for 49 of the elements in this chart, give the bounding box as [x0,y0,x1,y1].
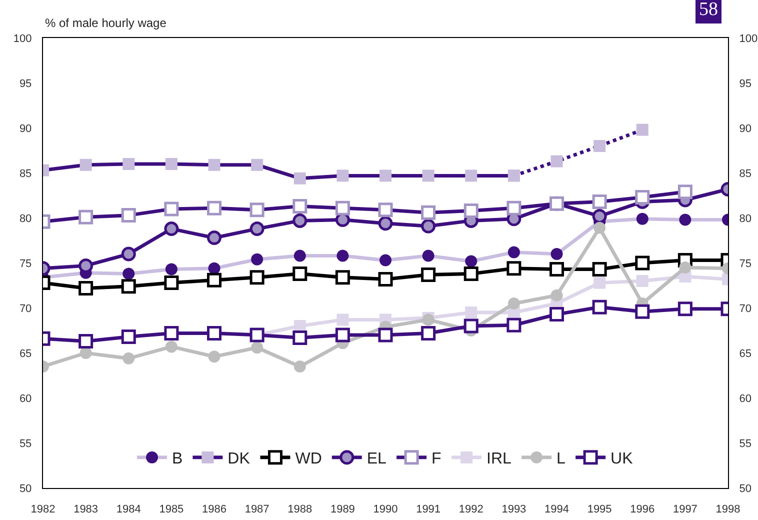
y2-tick-label: 80 [739,212,752,225]
y-tick-label: 70 [19,302,32,315]
x-tick-label: 1996 [630,503,655,516]
legend-label: L [556,450,566,468]
y2-tick-label: 75 [739,258,752,270]
legend-label: WD [295,450,322,468]
x-tick-label: 1987 [244,503,270,516]
y2-tick-label: 85 [739,168,752,180]
y-axis-title: % of male hourly wage [45,16,167,30]
y2-tick-label: 60 [739,392,752,405]
x-tick-label: 1993 [502,503,526,516]
x-tick-label: 1992 [458,503,484,516]
x-tick-label: 1994 [544,503,569,516]
x-tick-label: 1990 [373,503,398,516]
x-tick-label: 1986 [202,503,226,516]
x-tick-label: 1983 [74,503,98,516]
x-tick-label: 1982 [30,503,56,516]
legend-label: IRL [486,450,512,468]
y2-tick-label: 70 [739,302,752,315]
y2-tick-label: 55 [739,438,752,450]
y-tick-label: 50 [19,482,32,495]
x-tick-label: 1984 [116,503,141,516]
legend-label: F [432,450,442,468]
legend-label: UK [610,450,634,468]
y-tick-label: 90 [19,122,32,135]
y-tick-label: 80 [19,212,32,225]
x-tick-label: 1998 [716,503,740,516]
y-tick-label: 60 [19,392,32,405]
y-tick-label: 100 [13,32,32,45]
y2-tick-label: 90 [739,122,752,135]
x-tick-label: 1989 [330,503,355,516]
x-tick-label: 1988 [288,503,312,516]
x-tick-label: 1991 [416,503,441,516]
legend-label: DK [228,450,250,468]
legend-label: B [172,450,183,468]
x-tick-label: 1997 [672,503,698,516]
y-tick-label: 55 [19,438,32,450]
y2-tick-label: 50 [739,482,752,495]
y2-tick-label: 100 [739,32,758,45]
y-tick-label: 75 [19,258,32,270]
y-tick-label: 95 [19,78,32,90]
y-tick-label: 65 [19,348,32,360]
y2-tick-label: 95 [739,78,752,90]
y2-tick-label: 65 [739,348,752,360]
x-tick-label: 1985 [159,503,184,516]
y-tick-label: 85 [19,168,32,180]
text: 58 [699,0,718,20]
x-tick-label: 1995 [587,503,612,516]
legend-label: EL [366,450,387,468]
